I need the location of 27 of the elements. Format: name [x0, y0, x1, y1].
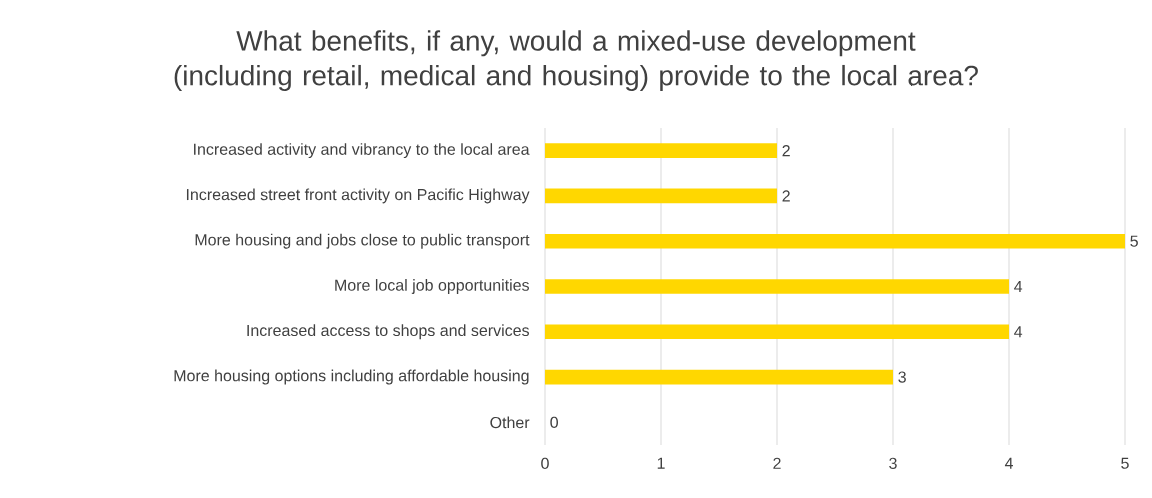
data-label: 2 — [782, 145, 790, 157]
x-tick-label: 2 — [773, 457, 781, 469]
y-tick-label: Other — [490, 416, 530, 429]
data-label: 4 — [1014, 326, 1023, 338]
data-label: 5 — [1130, 235, 1138, 247]
bar — [545, 188, 777, 204]
bar — [545, 143, 777, 158]
bar — [545, 233, 1125, 249]
data-label: 0 — [550, 416, 558, 428]
data-label: 4 — [1014, 281, 1023, 292]
bar — [545, 324, 1009, 340]
y-tick-label: Increased access to shops and services — [247, 324, 530, 340]
bar — [545, 369, 893, 385]
x-tick-label: 1 — [657, 457, 665, 469]
y-tick-label: More housing options including affordable housing — [174, 369, 529, 385]
x-tick-label: 3 — [889, 457, 897, 470]
y-tick-label: Increased activity and vibrancy to the local area — [194, 143, 530, 159]
bar — [545, 279, 1009, 294]
data-label: 2 — [782, 190, 790, 202]
y-tick-label: More local job opportunities — [335, 279, 529, 294]
y-tick-label: Increased street front activity on Pacific Highway — [186, 188, 530, 204]
y-tick-label: More housing and jobs close to public transport — [195, 233, 530, 249]
data-label: 3 — [898, 371, 906, 383]
x-tick-label: 5 — [1121, 457, 1129, 469]
x-tick-label: 4 — [1004, 457, 1013, 469]
x-tick-label: 0 — [541, 457, 549, 470]
chart-title: What benefits, if any, would a mixed-use development (including retail, medical and housing) provide to the local area? — [174, 30, 978, 92]
